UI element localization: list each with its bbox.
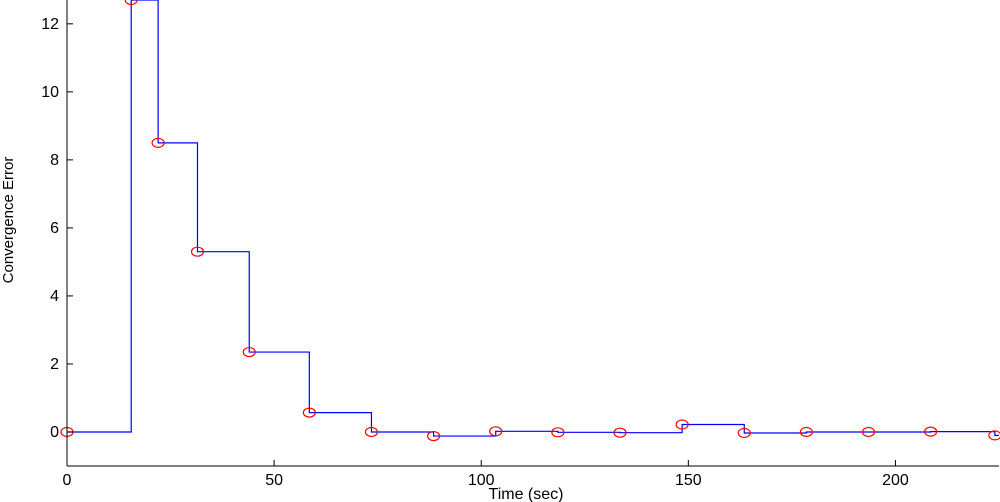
data-point xyxy=(426,430,441,442)
x-tick-label: 0 xyxy=(63,472,72,489)
y-tick-label: 8 xyxy=(50,152,59,169)
data-point xyxy=(151,137,165,148)
data-point xyxy=(924,426,938,437)
data-point xyxy=(737,427,751,439)
data-point xyxy=(988,430,1000,441)
data-point xyxy=(489,426,503,437)
data-point xyxy=(675,419,689,430)
y-tick-label: 6 xyxy=(50,220,59,237)
x-tick-label: 100 xyxy=(468,472,495,489)
data-point xyxy=(551,427,565,438)
data-point xyxy=(613,427,627,438)
data-point xyxy=(242,346,256,358)
data-point xyxy=(861,426,876,438)
y-tick-label: 12 xyxy=(41,16,59,33)
y-tick-label: 4 xyxy=(50,288,59,305)
x-axis-label: Time (sec) xyxy=(489,486,564,502)
data-point xyxy=(302,407,316,418)
y-tick-label: 0 xyxy=(50,424,59,441)
y-tick-label: 2 xyxy=(50,356,59,373)
x-tick-label: 200 xyxy=(882,472,909,489)
axes: 0 50 100 150 200 0 2 4 6 8 10 12 xyxy=(41,0,999,489)
plot-area xyxy=(67,0,999,437)
data-point xyxy=(124,0,138,6)
y-axis-label: Convergence Error xyxy=(0,157,17,284)
data-point xyxy=(799,426,813,438)
data-point xyxy=(190,246,205,257)
data-point xyxy=(364,426,379,438)
x-tick-label: 150 xyxy=(675,472,702,489)
y-tick-label: 10 xyxy=(41,84,59,101)
x-tick-label: 50 xyxy=(265,472,283,489)
series-step-line xyxy=(67,0,999,437)
data-marks xyxy=(60,0,1000,442)
